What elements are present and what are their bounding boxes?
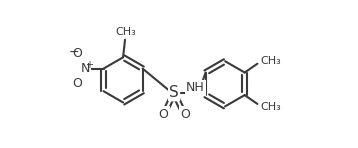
Text: N: N — [81, 62, 91, 75]
Text: CH₃: CH₃ — [260, 102, 281, 112]
Text: O: O — [180, 108, 190, 121]
Text: O: O — [158, 108, 168, 121]
Text: S: S — [169, 85, 179, 100]
Text: CH₃: CH₃ — [115, 27, 136, 37]
Text: O: O — [72, 47, 82, 60]
Text: O: O — [72, 77, 82, 90]
Text: NH: NH — [186, 81, 205, 94]
Text: −: − — [68, 46, 79, 59]
Text: CH₃: CH₃ — [260, 56, 281, 66]
Text: +: + — [86, 60, 93, 70]
